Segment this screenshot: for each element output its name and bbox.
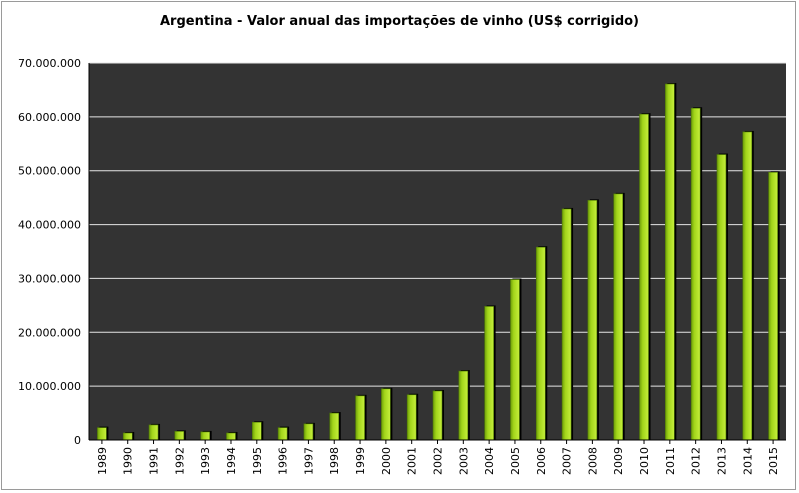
x-tick-label: 1998	[328, 447, 341, 475]
x-tick-label: 1996	[277, 447, 290, 475]
x-tick-label: 2000	[380, 447, 393, 475]
x-tick-label: 1990	[122, 447, 135, 475]
y-tick-label: 0	[74, 434, 81, 447]
bar-1996	[277, 427, 288, 441]
x-tick-label: 1991	[148, 447, 161, 475]
x-tick-label: 1989	[96, 447, 109, 475]
bar-1997	[303, 423, 314, 441]
bar-2005	[510, 279, 520, 441]
x-tick-label: 1993	[199, 447, 212, 475]
x-tick-label: 1999	[354, 447, 367, 475]
bar-1994	[226, 432, 236, 441]
bar-2012	[690, 107, 701, 441]
x-tick-label: 1995	[251, 447, 264, 475]
bar-1989	[97, 427, 107, 441]
bar-2013	[716, 154, 727, 441]
bar-2001	[406, 394, 417, 441]
x-tick-label: 2008	[586, 447, 599, 475]
bar-2007	[561, 208, 572, 441]
bars	[97, 83, 780, 441]
x-tick-label: 2011	[664, 447, 677, 475]
x-tick-label: 2004	[483, 447, 496, 475]
bar-2014	[742, 131, 753, 441]
bar-2010	[639, 113, 649, 441]
x-tick-label: 2015	[767, 447, 780, 475]
x-tick-label: 2013	[715, 447, 728, 475]
bar-1991	[148, 424, 159, 441]
x-tick-label: 2003	[457, 447, 470, 475]
y-tick-label: 70.000.000	[18, 57, 81, 70]
bar-1995	[251, 421, 262, 441]
y-tick-label: 60.000.000	[18, 111, 81, 124]
x-tick-label: 1992	[173, 447, 186, 475]
x-tick-label: 2001	[406, 447, 419, 475]
bar-2006	[535, 246, 546, 441]
x-tick-label: 2014	[741, 447, 754, 475]
y-tick-label: 10.000.000	[18, 380, 81, 393]
x-tick-label: 2007	[561, 447, 574, 475]
x-tick-label: 1994	[225, 447, 238, 475]
bar-1998	[329, 412, 340, 441]
bar-1992	[174, 431, 185, 441]
x-axis: 1989 1990 1991 1992 1993 1994 1995 1996 1997 1998…	[89, 439, 786, 475]
x-tick-label: 2010	[638, 447, 651, 475]
bar-2011	[665, 83, 675, 441]
bar-1990	[122, 432, 133, 441]
bar-2008	[587, 200, 598, 441]
bar-1993	[200, 431, 210, 441]
bar-1999	[355, 395, 365, 441]
x-tick-label: 2006	[535, 447, 548, 475]
bar-2009	[613, 193, 624, 441]
y-tick-label: 20.000.000	[18, 326, 81, 339]
bar-2002	[432, 390, 443, 441]
bar-2000	[381, 388, 391, 441]
y-tick-label: 40.000.000	[18, 219, 81, 232]
x-tick-label: 1997	[302, 447, 315, 475]
bar-2004	[484, 306, 494, 441]
y-tick-label: 30.000.000	[18, 272, 81, 285]
y-axis: 0 10.000.000 20.000.000 30.000.000 40.000.00…	[18, 57, 90, 447]
x-tick-label: 2009	[612, 447, 625, 475]
plot-area	[89, 63, 786, 440]
x-tick-label: 2002	[432, 447, 445, 475]
x-tick-label: 2005	[509, 447, 522, 475]
bar-2003	[458, 370, 469, 441]
x-tick-label: 2012	[690, 447, 703, 475]
y-tick-label: 50.000.000	[18, 165, 81, 178]
chart-title: Argentina - Valor anual das importações …	[159, 14, 639, 29]
bar-2015	[768, 172, 778, 441]
